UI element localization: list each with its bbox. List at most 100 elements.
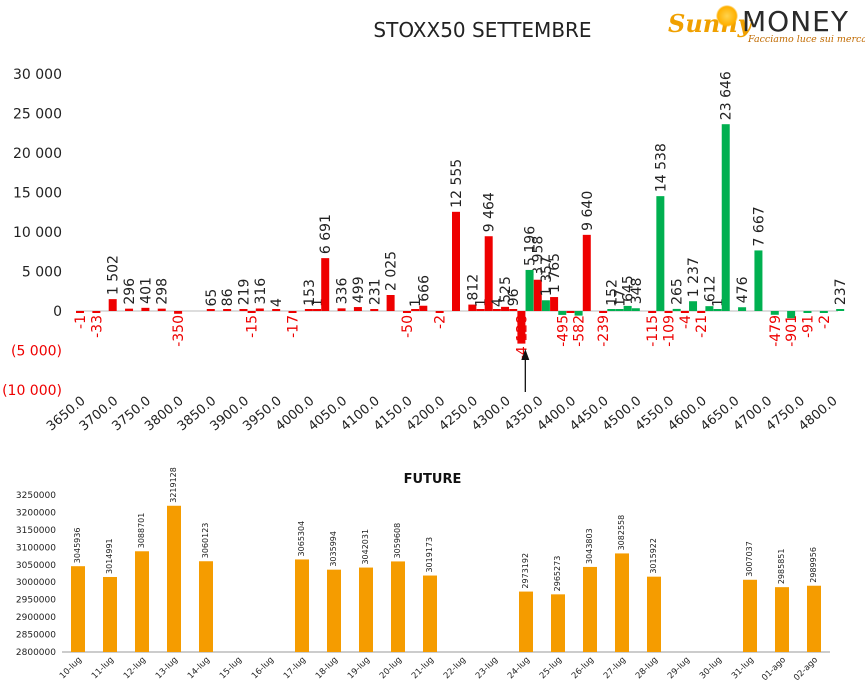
bar [492,309,501,311]
bar [819,311,828,313]
future-x-tick-label: 14-lug [186,655,212,681]
bar [304,309,313,311]
bar [648,311,657,313]
bar-data-label: -33 [89,315,105,338]
y-tick-label: 20 000 [13,146,62,162]
bar [558,311,567,315]
bar [484,236,493,311]
y-tick-label: 0 [53,304,62,320]
bar [770,311,779,315]
bar-data-label: 348 [629,278,645,305]
future-x-tick-label: 17-lug [282,655,308,681]
future-bar [775,587,789,652]
bar-data-label: 1 [408,298,424,307]
bar-data-label: 499 [351,276,367,303]
bar [501,306,510,311]
bar-data-label: 1 502 [106,255,122,295]
future-x-tick-label: 19-lug [346,655,372,681]
future-bar [71,566,85,652]
future-x-tick-label: 27-lug [602,655,628,681]
bar-data-label: 9 464 [482,192,498,232]
future-x-tick-label: 02-ago [792,655,820,683]
future-bar-data-label: 2973192 [521,553,530,589]
bar [223,309,232,311]
future-bar [423,575,437,652]
bar [255,308,264,311]
bar-data-label: 1 765 [547,253,563,293]
bar [353,307,362,311]
future-bar-data-label: 3019173 [425,537,434,573]
bar [550,297,559,311]
y-tick-label: (5 000) [11,344,62,360]
bar [738,307,747,311]
future-x-tick-label: 18-lug [314,655,340,681]
future-y-tick-label: 3050000 [16,561,56,571]
bar-data-label: -50 [400,315,416,338]
future-x-tick-label: 21-lug [410,655,436,681]
future-x-tick-label: 25-lug [538,655,564,681]
future-x-tick-label: 01-ago [760,655,788,683]
bar [402,311,411,313]
future-x-tick-label: 13-lug [154,655,180,681]
future-x-tick-label: 31-lug [730,655,756,681]
future-bar-data-label: 3045936 [73,528,82,564]
bar [337,308,346,311]
bar-data-label: 4 [269,298,285,307]
bar [108,299,117,311]
bar [411,309,420,311]
bar-data-label: 812 [465,274,481,301]
future-x-tick-label: 29-lug [666,655,692,681]
bar [517,311,526,344]
future-bar [551,594,565,652]
logo-tagline: Facciamo luce sui mercati [748,34,865,45]
future-bar-data-label: 3082558 [617,515,626,551]
bar-data-label: 23 646 [719,71,735,120]
bar-data-label: 12 555 [449,159,465,208]
bar [582,234,591,311]
future-x-tick-label: 12-lug [122,655,148,681]
bar-data-label: -239 [596,315,612,347]
future-bar-data-label: 3007037 [745,541,754,577]
future-x-tick-label: 24-lug [506,655,532,681]
future-y-tick-label: 3100000 [16,543,56,553]
bar-data-label: 1 [310,298,326,307]
price-arrow-head [521,349,530,360]
bar-data-label: 153 [302,279,318,306]
bar [370,309,379,311]
bar-data-label: 1 237 [686,257,702,297]
bar-data-label: -4 [678,315,694,329]
bar-data-label: 476 [735,276,751,303]
bar [386,295,395,311]
future-bar [103,576,117,652]
bar [157,308,166,311]
future-x-tick-label: 22-lug [442,655,468,681]
bar [656,196,665,311]
bar [680,311,689,313]
bar-data-label: -1 [73,315,89,329]
future-y-tick-label: 3150000 [16,526,56,536]
bar-data-label: -4 128 [514,315,530,360]
bar-data-label: 612 [702,275,718,302]
future-y-tick-label: 2900000 [16,613,56,623]
bar [754,250,763,311]
future-y-tick-label: 3200000 [16,508,56,518]
bar-data-label: 666 [416,275,432,302]
bar [599,311,608,313]
bar-data-label: -21 [694,315,710,338]
bar [321,258,330,311]
future-bar [519,591,533,652]
logo-money-text: MONEY [742,5,849,38]
future-bar [359,567,373,652]
future-x-tick-label: 23-lug [474,655,500,681]
future-bar-data-label: 3042031 [361,529,370,565]
future-bar [199,561,213,652]
future-bar [135,551,149,652]
bar-data-label: 7 667 [751,206,767,246]
bar-data-label: 298 [155,278,171,305]
future-y-tick-label: 2850000 [16,631,56,641]
bar [787,311,796,319]
bar-data-label: 645 [621,275,637,302]
bar-data-label: 96 [506,288,522,306]
future-bar-data-label: 3014991 [105,538,114,574]
